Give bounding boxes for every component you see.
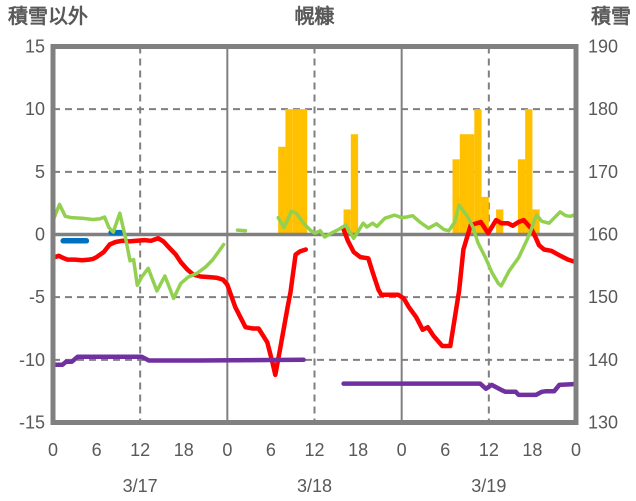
- svg-text:3/17: 3/17: [123, 476, 158, 496]
- svg-text:6: 6: [266, 440, 276, 460]
- svg-text:-15: -15: [19, 413, 45, 433]
- purple-line: [52, 354, 577, 398]
- svg-text:12: 12: [130, 440, 150, 460]
- precipitation-bars: [278, 109, 540, 235]
- svg-text:130: 130: [588, 413, 618, 433]
- svg-text:140: 140: [588, 350, 618, 370]
- svg-text:170: 170: [588, 162, 618, 182]
- svg-text:12: 12: [304, 440, 324, 460]
- svg-text:190: 190: [588, 37, 618, 57]
- svg-text:0: 0: [222, 440, 232, 460]
- x-axis-tick-labels: 0 6 12 18 0 6 12 18 0 6 12 18 0: [48, 440, 581, 460]
- svg-text:18: 18: [522, 440, 542, 460]
- chart-title: 幌糠: [294, 6, 335, 28]
- svg-text:0: 0: [35, 225, 45, 245]
- left-axis-title: 積雪以外: [8, 6, 88, 28]
- date-labels: 3/17 3/18 3/19: [123, 476, 507, 496]
- svg-text:0: 0: [397, 440, 407, 460]
- svg-text:150: 150: [588, 287, 618, 307]
- left-axis-tick-labels: 15 10 5 0 -5 -10 -15: [19, 37, 45, 433]
- svg-text:5: 5: [35, 162, 45, 182]
- right-axis-tick-labels: 190 180 170 160 150 140 130: [588, 37, 618, 433]
- svg-text:12: 12: [479, 440, 499, 460]
- svg-text:-10: -10: [19, 350, 45, 370]
- svg-text:180: 180: [588, 99, 618, 119]
- green-line: [52, 202, 577, 301]
- svg-text:0: 0: [571, 440, 581, 460]
- right-axis-title: 積雪: [591, 6, 631, 28]
- svg-text:160: 160: [588, 225, 618, 245]
- svg-text:6: 6: [440, 440, 450, 460]
- svg-text:18: 18: [348, 440, 368, 460]
- svg-text:3/18: 3/18: [297, 476, 332, 496]
- svg-text:-5: -5: [29, 287, 45, 307]
- svg-text:10: 10: [25, 99, 45, 119]
- svg-text:0: 0: [48, 440, 58, 460]
- plot-border: [50, 44, 579, 425]
- svg-text:18: 18: [174, 440, 194, 460]
- svg-text:6: 6: [92, 440, 102, 460]
- red-line: [52, 217, 577, 378]
- svg-text:3/19: 3/19: [471, 476, 506, 496]
- svg-text:15: 15: [25, 37, 45, 57]
